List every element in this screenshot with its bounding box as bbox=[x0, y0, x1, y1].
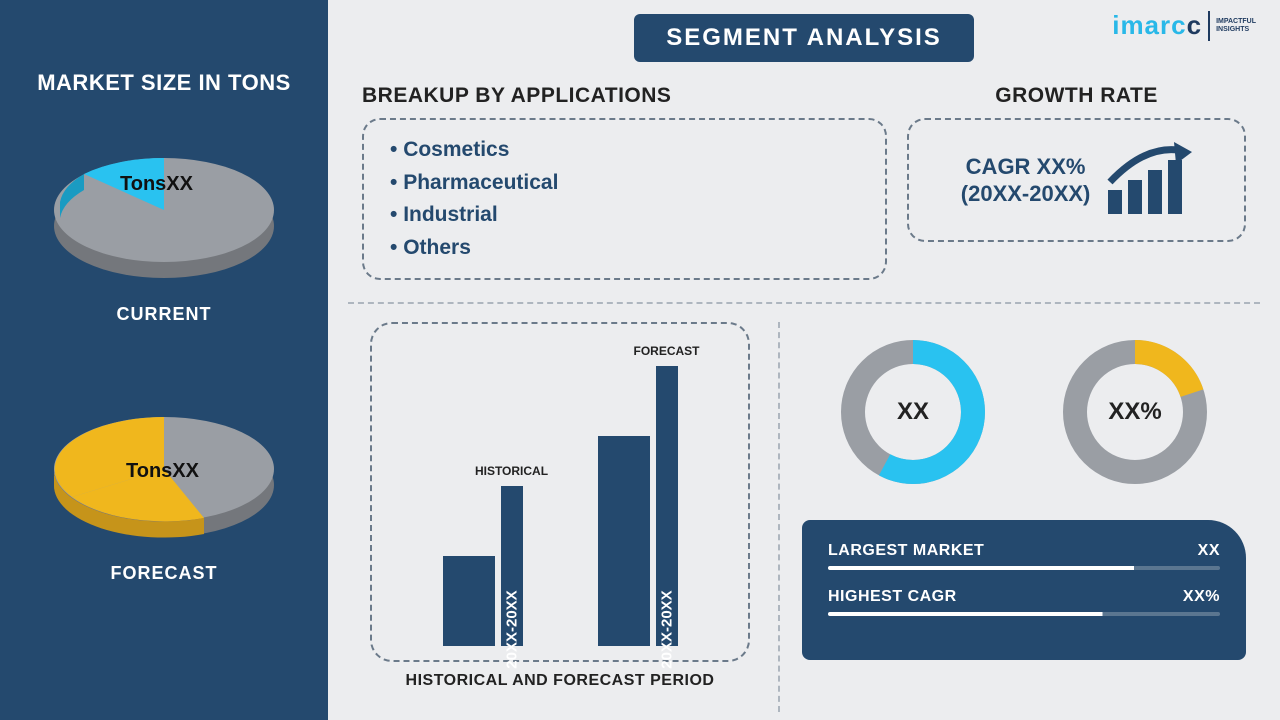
bar bbox=[443, 556, 495, 646]
bar-period-label: 20XX-20XX bbox=[503, 590, 520, 668]
applications-title: BREAKUP BY APPLICATIONS bbox=[362, 84, 887, 108]
bar-period-label: 20XX-20XX bbox=[658, 590, 675, 668]
bar bbox=[598, 436, 650, 646]
pie-forecast-caption: FORECAST bbox=[111, 563, 218, 584]
applications-list: Cosmetics Pharmaceutical Industrial Othe… bbox=[386, 134, 863, 264]
list-item: Industrial bbox=[390, 199, 863, 232]
logo-text: imarcc bbox=[1112, 10, 1202, 41]
info-value: XX bbox=[1198, 542, 1220, 560]
historical-caption: HISTORICAL AND FORECAST PERIOD bbox=[406, 672, 715, 690]
main-title: SEGMENT ANALYSIS bbox=[634, 14, 974, 62]
donuts-row: XX XX% bbox=[802, 332, 1246, 492]
historical-box: HISTORICAL 20XX-20XX FORECAST 20XX-20XX bbox=[370, 322, 750, 662]
bar-chart: HISTORICAL 20XX-20XX FORECAST 20XX-20XX bbox=[412, 356, 708, 646]
growth-text: CAGR XX%(20XX-20XX) bbox=[961, 153, 1091, 208]
list-item: Cosmetics bbox=[390, 134, 863, 167]
info-value: XX% bbox=[1183, 588, 1220, 606]
applications-section: BREAKUP BY APPLICATIONS Cosmetics Pharma… bbox=[362, 84, 887, 280]
info-label: LARGEST MARKET bbox=[828, 542, 984, 560]
bar: HISTORICAL 20XX-20XX bbox=[501, 486, 523, 646]
svg-text:TonsXX: TonsXX bbox=[126, 460, 200, 482]
list-item: Others bbox=[390, 232, 863, 265]
logo-tagline: IMPACTFULINSIGHTS bbox=[1216, 18, 1256, 33]
bar-top-label: HISTORICAL bbox=[475, 464, 548, 478]
svg-text:TonsXX: TonsXX bbox=[120, 173, 194, 195]
pie-current-caption: CURRENT bbox=[117, 304, 212, 325]
list-item: Pharmaceutical bbox=[390, 167, 863, 200]
info-card: LARGEST MARKET XX HIGHEST CAGR XX% bbox=[802, 520, 1246, 660]
info-label: HIGHEST CAGR bbox=[828, 588, 957, 606]
donut-amber: XX% bbox=[1055, 332, 1215, 492]
historical-section: HISTORICAL 20XX-20XX FORECAST 20XX-20XX … bbox=[362, 322, 780, 712]
pie-current: TonsXX bbox=[34, 126, 294, 296]
donut-cyan: XX bbox=[833, 332, 993, 492]
logo: imarcc IMPACTFULINSIGHTS bbox=[1112, 10, 1256, 41]
info-progress-bar bbox=[828, 612, 1220, 616]
applications-box: Cosmetics Pharmaceutical Industrial Othe… bbox=[362, 118, 887, 280]
bar: FORECAST 20XX-20XX bbox=[656, 366, 678, 646]
right-panel: imarcc IMPACTFULINSIGHTS SEGMENT ANALYSI… bbox=[328, 0, 1280, 720]
horizontal-divider bbox=[348, 302, 1260, 304]
metrics-section: XX XX% LARGEST MARKET XX HIGHEST C bbox=[780, 322, 1246, 712]
growth-section: GROWTH RATE CAGR XX%(20XX-20XX) bbox=[907, 84, 1246, 280]
growth-box: CAGR XX%(20XX-20XX) bbox=[907, 118, 1246, 242]
pie-forecast: TonsXX bbox=[34, 385, 294, 555]
growth-chart-icon bbox=[1104, 142, 1192, 218]
logo-divider bbox=[1208, 11, 1210, 41]
donut-center-label: XX% bbox=[1055, 332, 1215, 492]
info-row: LARGEST MARKET XX bbox=[828, 542, 1220, 560]
growth-title: GROWTH RATE bbox=[907, 84, 1246, 108]
bar-top-label: FORECAST bbox=[634, 344, 700, 358]
info-row: HIGHEST CAGR XX% bbox=[828, 588, 1220, 606]
left-panel-title: MARKET SIZE IN TONS bbox=[18, 70, 310, 96]
info-progress-bar bbox=[828, 566, 1220, 570]
donut-center-label: XX bbox=[833, 332, 993, 492]
left-panel: MARKET SIZE IN TONS TonsXX CURRENT TonsX… bbox=[0, 0, 328, 720]
